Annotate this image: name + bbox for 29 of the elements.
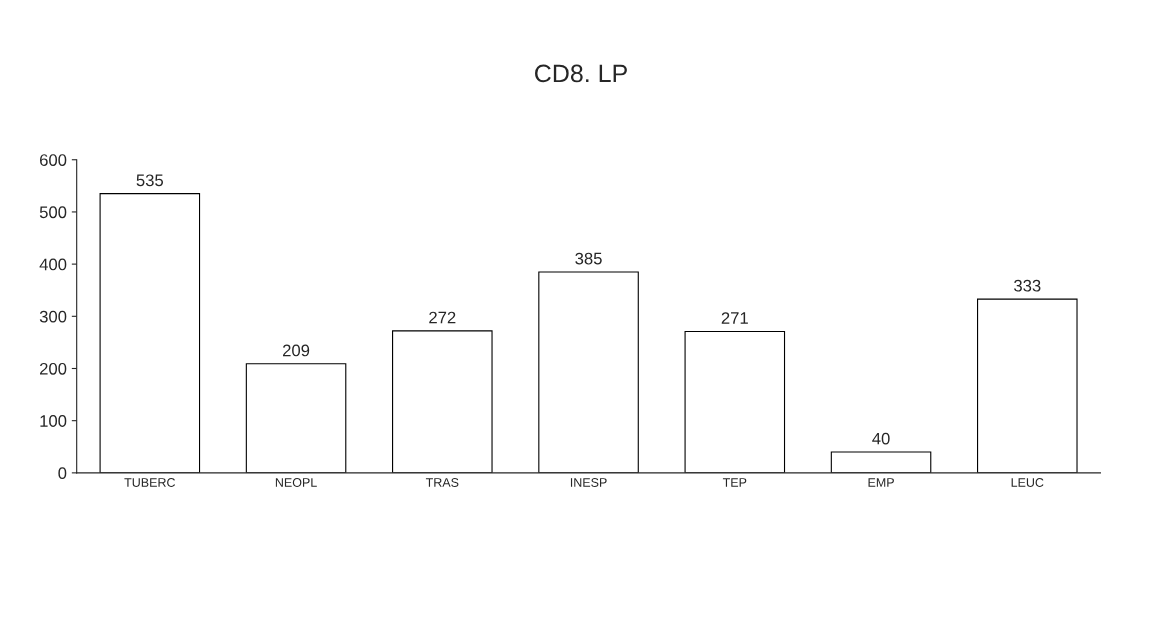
bar [830,451,932,473]
chart-title: CD8. LP [535,64,627,83]
bar [684,330,786,473]
x-tick-label: TEP [722,478,747,487]
x-tick-label: INESP [570,478,607,487]
data-label: 40 [872,432,890,445]
x-tick-label: TUBERC [124,478,176,487]
bar [538,271,639,473]
data-label: 272 [429,311,456,324]
bar [245,363,347,473]
y-tick-label: 300 [39,310,67,323]
bar [977,298,1078,473]
x-tick-label: LEUC [1011,478,1044,487]
data-label: 333 [1014,279,1041,292]
y-tick-label: 400 [39,258,67,271]
y-tick-label: 500 [39,206,67,219]
y-tick-label: 600 [40,154,67,166]
data-label: 209 [283,344,310,357]
bar [99,193,201,473]
x-tick-label: EMP [868,478,894,487]
y-tick-label: 100 [40,415,67,427]
y-tick-label: 200 [40,362,67,375]
x-tick-label: NEOPL [275,478,317,487]
x-tick-label: TRAS [425,478,459,487]
data-label: 385 [575,252,602,265]
bar [392,330,493,473]
y-tick-label: 0 [58,467,67,480]
data-label: 271 [721,312,748,324]
data-label: 535 [136,174,164,187]
